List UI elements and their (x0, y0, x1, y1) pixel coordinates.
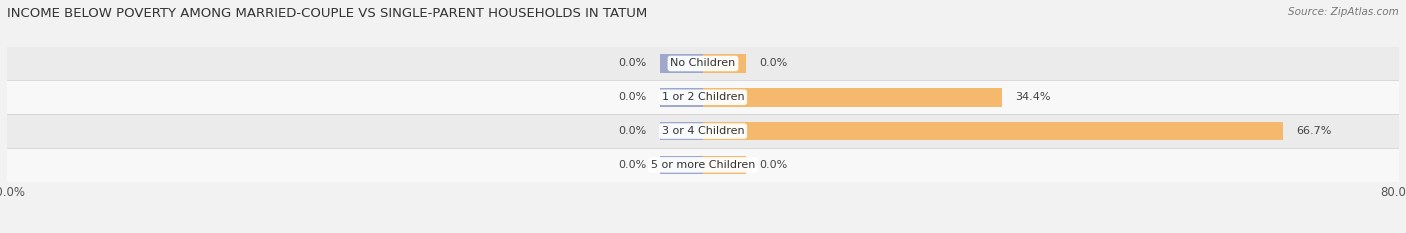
Bar (659, 88, 703, 106)
Text: 5 or more Children: 5 or more Children (651, 160, 755, 170)
Text: 0.0%: 0.0% (619, 126, 647, 136)
Bar (703, 156, 747, 174)
Text: 3 or 4 Children: 3 or 4 Children (662, 126, 744, 136)
Text: 0.0%: 0.0% (619, 58, 647, 69)
Bar (7, 47, 1399, 80)
Text: 0.0%: 0.0% (619, 160, 647, 170)
Text: 0.0%: 0.0% (619, 92, 647, 102)
Bar (703, 54, 747, 73)
Text: Source: ZipAtlas.com: Source: ZipAtlas.com (1288, 7, 1399, 17)
Text: INCOME BELOW POVERTY AMONG MARRIED-COUPLE VS SINGLE-PARENT HOUSEHOLDS IN TATUM: INCOME BELOW POVERTY AMONG MARRIED-COUPL… (7, 7, 647, 20)
Text: No Children: No Children (671, 58, 735, 69)
Bar (703, 88, 1002, 106)
Bar (659, 122, 703, 140)
Text: 66.7%: 66.7% (1296, 126, 1331, 136)
Text: 0.0%: 0.0% (759, 160, 787, 170)
Text: 0.0%: 0.0% (759, 58, 787, 69)
Bar (7, 148, 1399, 182)
Legend: Married Couples, Single Parents: Married Couples, Single Parents (585, 231, 821, 233)
Bar (7, 114, 1399, 148)
Bar (7, 80, 1399, 114)
Bar (659, 54, 703, 73)
Text: 34.4%: 34.4% (1015, 92, 1050, 102)
Bar (659, 156, 703, 174)
Bar (703, 122, 1284, 140)
Text: 1 or 2 Children: 1 or 2 Children (662, 92, 744, 102)
